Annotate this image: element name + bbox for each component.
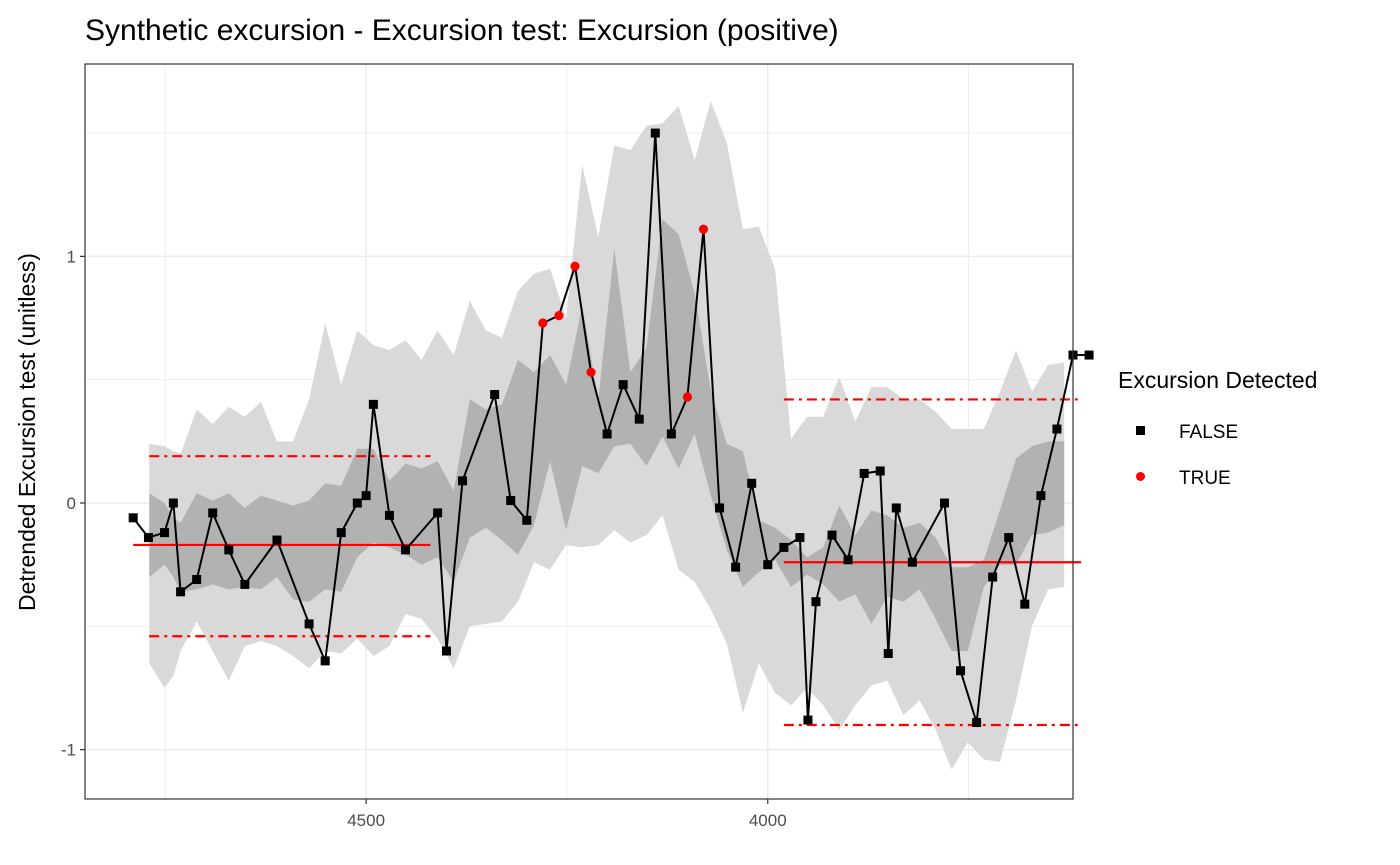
data-point	[811, 597, 821, 607]
data-point	[883, 648, 893, 658]
data-point	[522, 515, 532, 525]
data-point	[384, 510, 394, 520]
data-point	[650, 128, 660, 138]
data-point-excursion	[698, 224, 709, 234]
data-point	[433, 508, 443, 518]
y-tick-label: -1	[61, 741, 76, 760]
x-tick-label: 4500	[347, 811, 385, 830]
data-point	[634, 414, 644, 424]
data-point	[368, 399, 378, 409]
data-point	[400, 545, 410, 555]
data-point	[843, 555, 853, 565]
y-tick-label: 0	[67, 494, 76, 513]
data-point	[208, 508, 218, 518]
data-point	[506, 496, 516, 506]
panel-border	[84, 63, 1074, 800]
y-tick-label: 1	[67, 247, 76, 266]
data-point	[859, 468, 869, 478]
x-tick-label: 4000	[749, 811, 787, 830]
y-axis-title: Detrended Excursion test (unitless)	[14, 253, 40, 611]
data-point-excursion	[682, 392, 693, 402]
data-point	[666, 429, 676, 439]
data-point	[827, 530, 837, 540]
data-point	[803, 715, 813, 725]
series-line	[132, 132, 1090, 724]
data-point	[956, 666, 966, 676]
data-point-excursion	[570, 261, 580, 271]
data-point	[176, 587, 186, 597]
data-point	[1052, 424, 1062, 434]
data-point	[336, 528, 346, 538]
data-point	[763, 560, 773, 570]
data-point	[361, 491, 371, 501]
data-point	[602, 429, 612, 439]
data-point	[891, 503, 901, 513]
data-point	[779, 542, 789, 552]
legend: Excursion Detected FALSE TRUE	[1118, 367, 1317, 489]
legend-title: Excursion Detected	[1118, 367, 1317, 393]
data-point	[875, 466, 885, 476]
y-axis: -1 0 1	[61, 247, 85, 760]
data-point	[939, 498, 949, 508]
data-point	[731, 562, 741, 572]
data-point	[272, 535, 282, 545]
legend-label-false: FALSE	[1179, 422, 1238, 443]
data-point	[168, 498, 178, 508]
data-point	[972, 718, 982, 728]
data-point	[490, 390, 500, 400]
legend-circle-marker	[1136, 472, 1145, 481]
data-point	[143, 533, 153, 543]
reference-lines	[133, 398, 1082, 727]
plot-area	[84, 63, 1094, 800]
data-point	[715, 503, 725, 513]
data-point	[988, 572, 998, 582]
data-point	[1004, 533, 1014, 543]
data-point	[320, 656, 330, 666]
data-point	[240, 579, 250, 589]
data-point	[224, 545, 234, 555]
data-point	[907, 557, 917, 567]
series-layer	[132, 132, 1090, 724]
data-point-excursion	[538, 318, 548, 328]
x-axis: 4500 4000	[347, 799, 787, 830]
legend-square-marker	[1136, 426, 1145, 435]
data-point	[352, 498, 362, 508]
data-point	[128, 513, 138, 523]
data-point	[1084, 350, 1094, 360]
data-point	[304, 619, 314, 629]
data-point	[160, 528, 170, 538]
chart-title: Synthetic excursion - Excursion test: Ex…	[85, 14, 839, 47]
data-point	[618, 380, 628, 390]
data-point	[192, 574, 202, 584]
data-point	[441, 646, 451, 656]
legend-label-true: TRUE	[1179, 468, 1231, 489]
data-point	[1036, 491, 1046, 501]
data-points	[128, 128, 1094, 728]
data-point	[795, 533, 805, 543]
data-point	[458, 476, 468, 486]
data-point-excursion	[586, 367, 596, 377]
data-point	[747, 478, 757, 488]
data-point-excursion	[554, 310, 564, 321]
data-point	[1020, 599, 1030, 609]
